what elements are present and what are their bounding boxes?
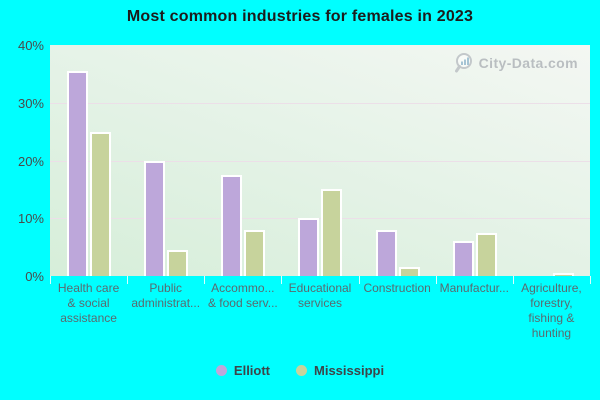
legend-label-mississippi: Mississippi bbox=[314, 363, 385, 378]
legend: Elliott Mississippi bbox=[0, 363, 600, 378]
x-tick bbox=[512, 276, 514, 284]
bar-elliott-0 bbox=[67, 71, 88, 276]
bar-mississippi-2 bbox=[244, 229, 266, 276]
legend-item-elliott: Elliott bbox=[215, 363, 271, 378]
watermark: City-Data.com bbox=[454, 52, 578, 74]
y-tick-label: 10% bbox=[17, 211, 44, 227]
y-tick-label: 40% bbox=[17, 38, 44, 53]
bar-mississippi-6 bbox=[552, 273, 574, 276]
x-tick bbox=[358, 276, 360, 284]
x-tick bbox=[590, 276, 591, 284]
legend-swatch-mississippi bbox=[296, 365, 308, 376]
legend-item-mississippi: Mississippi bbox=[296, 363, 384, 378]
x-category-label: Educational services bbox=[288, 281, 352, 310]
bar-elliott-2 bbox=[221, 174, 243, 276]
gridline bbox=[50, 218, 590, 220]
bar-mississippi-1 bbox=[167, 250, 189, 276]
gridline bbox=[50, 102, 590, 104]
x-category-label: Health care & social assistance bbox=[57, 281, 120, 325]
y-tick-label: 0% bbox=[25, 269, 44, 284]
x-tick bbox=[281, 276, 283, 284]
y-tick-label: 30% bbox=[17, 95, 44, 111]
bar-mississippi-5 bbox=[475, 232, 497, 276]
y-tick-label: 20% bbox=[17, 153, 44, 169]
chart-title: Most common industries for females in 20… bbox=[126, 8, 474, 25]
x-tick bbox=[50, 276, 51, 284]
bar-elliott-5 bbox=[452, 241, 474, 276]
gridline bbox=[50, 160, 590, 162]
legend-swatch-elliott bbox=[215, 365, 227, 376]
x-category-label: Agriculture, forestry, fishing & hunting bbox=[521, 281, 582, 340]
bar-mississippi-4 bbox=[398, 267, 420, 276]
x-category-label: Construction bbox=[363, 281, 431, 295]
legend-label-elliott: Elliott bbox=[233, 363, 271, 378]
plot-area: City-Data.com bbox=[50, 45, 590, 276]
watermark-text: City-Data.com bbox=[478, 55, 578, 71]
bar-elliott-4 bbox=[375, 229, 397, 276]
x-category-label: Public administrat... bbox=[131, 281, 201, 310]
x-tick bbox=[127, 276, 129, 284]
x-tick bbox=[204, 276, 206, 284]
x-category-label: Accommo... & food serv... bbox=[207, 281, 278, 310]
bar-elliott-1 bbox=[144, 160, 166, 276]
x-category-label: Manufactur... bbox=[439, 281, 509, 295]
x-tick bbox=[435, 276, 437, 284]
bar-elliott-3 bbox=[298, 218, 320, 276]
bar-mississippi-3 bbox=[321, 189, 343, 276]
magnifier-chart-icon bbox=[454, 52, 476, 74]
bar-mississippi-0 bbox=[90, 131, 111, 276]
